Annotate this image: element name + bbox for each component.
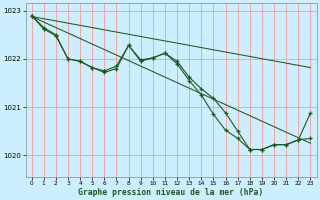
X-axis label: Graphe pression niveau de la mer (hPa): Graphe pression niveau de la mer (hPa) (78, 188, 264, 197)
